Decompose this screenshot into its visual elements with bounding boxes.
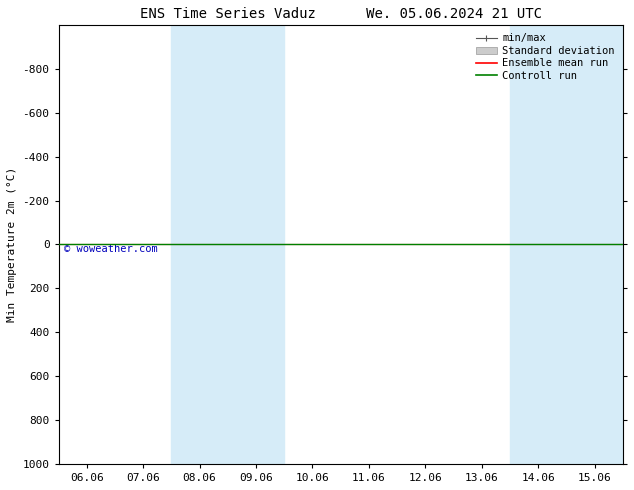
Text: © woweather.com: © woweather.com [64, 245, 158, 254]
Y-axis label: Min Temperature 2m (°C): Min Temperature 2m (°C) [7, 167, 17, 322]
Legend: min/max, Standard deviation, Ensemble mean run, Controll run: min/max, Standard deviation, Ensemble me… [473, 30, 618, 84]
Bar [171, 25, 284, 464]
Title: ENS Time Series Vaduz      We. 05.06.2024 21 UTC: ENS Time Series Vaduz We. 05.06.2024 21 … [139, 7, 541, 21]
Bar [510, 25, 623, 464]
